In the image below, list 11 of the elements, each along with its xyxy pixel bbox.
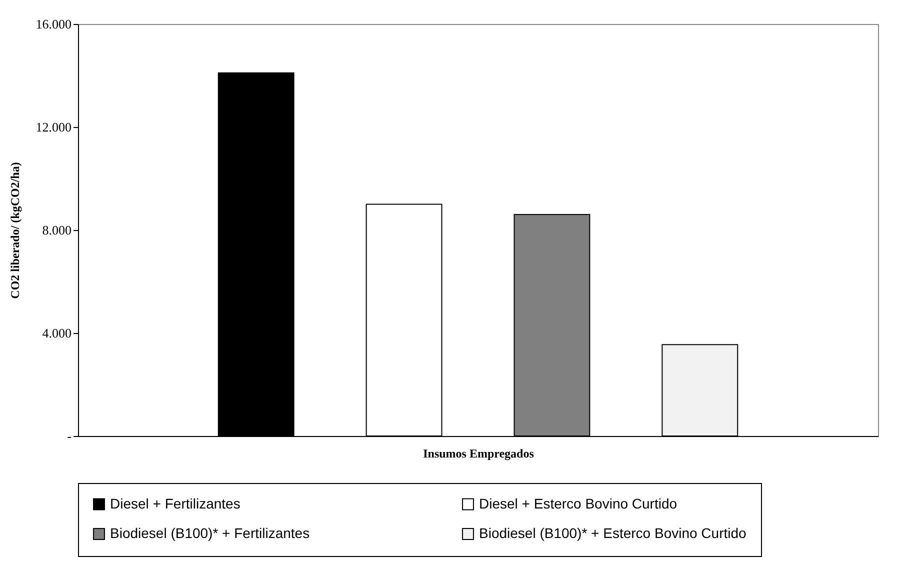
- y-tick-label: 4.000: [42, 326, 72, 340]
- legend-label: Biodiesel (B100)* + Fertilizantes: [110, 525, 310, 541]
- legend-label: Biodiesel (B100)* + Esterco Bovino Curtido: [479, 525, 747, 541]
- legend-label: Diesel + Esterco Bovino Curtido: [479, 495, 678, 512]
- y-tick-label: 12.000: [36, 120, 72, 134]
- y-tick-label: 8.000: [42, 222, 72, 238]
- y-tick-label: -: [67, 428, 72, 444]
- y-axis-title: CO2 liberado/ (kgCO2/ha): [8, 162, 22, 299]
- y-tick-label: 16.000: [36, 16, 72, 32]
- x-axis-title: Insumos Empregados: [423, 446, 534, 460]
- legend-label: Diesel + Fertilizantes: [110, 495, 240, 512]
